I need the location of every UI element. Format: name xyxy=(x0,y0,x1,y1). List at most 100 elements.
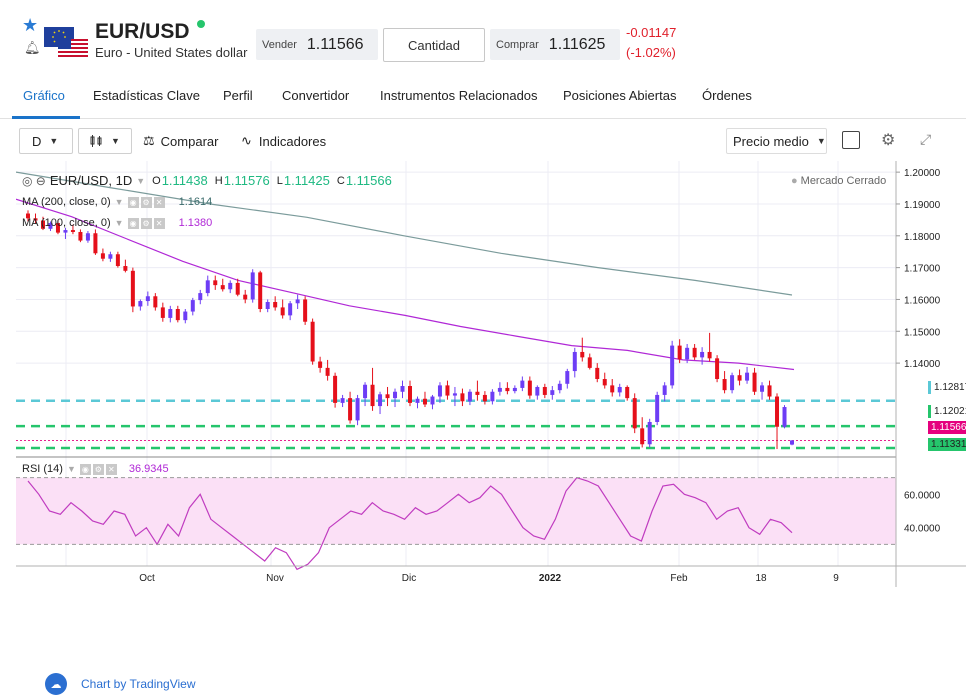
price-mode-value: Precio medio xyxy=(733,133,809,149)
x-tick-label: 18 xyxy=(755,573,767,584)
price-badge-current: 1.11566 xyxy=(928,421,966,434)
candle-up xyxy=(662,385,667,395)
candle-up xyxy=(363,384,368,399)
sell-button[interactable]: Vender 1.11566 xyxy=(256,29,378,60)
tab-perfil[interactable]: Perfil xyxy=(223,88,253,103)
candle-down xyxy=(632,398,637,429)
tab-posiciones-abiertas[interactable]: Posiciones Abiertas xyxy=(563,88,677,103)
fullscreen-icon[interactable]: ⤢ xyxy=(920,131,932,147)
chevron-down-icon[interactable]: ▼ xyxy=(66,464,76,474)
close-icon[interactable]: ✕ xyxy=(153,217,165,229)
tab-ordenes[interactable]: Órdenes xyxy=(702,88,752,103)
candle-down xyxy=(640,428,645,445)
x-tick-label: 2022 xyxy=(539,573,562,584)
y-tick-label: 1.14000 xyxy=(904,359,941,370)
price-mode-dropdown[interactable]: Precio medio ▼ xyxy=(726,128,827,154)
candle-down xyxy=(752,372,757,392)
chart-canvas: 1.20000 1.19000 1.18000 1.17000 1.16000 1.150… xyxy=(15,161,966,587)
candle-down xyxy=(33,218,38,221)
chevron-down-icon: ▼ xyxy=(49,136,59,146)
gear-icon[interactable]: ⚙ xyxy=(881,132,896,149)
compare-button[interactable]: ⚖ Comparar xyxy=(143,129,218,153)
quantity-input[interactable]: Cantidad xyxy=(383,28,485,62)
candle-up xyxy=(48,223,53,229)
candle-down xyxy=(775,396,780,427)
chart-symbol-icon[interactable]: ◎ ⊖ xyxy=(22,173,46,188)
candle-down xyxy=(348,398,353,421)
candle-down xyxy=(318,361,323,368)
candle-up xyxy=(340,398,345,403)
eye-icon[interactable]: ◉ xyxy=(127,217,139,229)
candle-down xyxy=(220,285,225,290)
interval-value: D xyxy=(32,133,42,149)
gear-icon[interactable]: ⚙ xyxy=(92,463,104,475)
screenshot-icon[interactable] xyxy=(842,131,860,149)
chart-symbol-label: EUR/USD, 1D xyxy=(49,173,133,188)
gear-icon[interactable]: ⚙ xyxy=(140,217,152,229)
candle-up xyxy=(190,300,195,312)
rsi-legend: RSI (14) ▼ ◉ ⚙ ✕ 36.9345 xyxy=(22,463,169,475)
close-icon[interactable]: ✕ xyxy=(153,196,165,208)
x-tick-label: Nov xyxy=(266,573,284,584)
buy-label: Comprar xyxy=(496,38,539,51)
candle-down xyxy=(333,375,338,403)
bell-icon[interactable]: 🔔︎ xyxy=(24,40,41,55)
interval-dropdown[interactable]: D ▼ xyxy=(19,128,73,154)
candle-up xyxy=(63,230,68,233)
tradingview-watermark[interactable]: ☁ Chart by TradingView xyxy=(45,673,196,695)
x-tick-label: Dic xyxy=(402,573,416,584)
tradingview-logo-icon: ☁ xyxy=(45,673,67,695)
indicators-label: Indicadores xyxy=(258,133,327,149)
tab-bar: Gráfico Estadísticas Clave Perfil Conver… xyxy=(0,80,966,119)
sell-price: 1.11566 xyxy=(306,35,364,53)
price-badge-cyan: 1.12817 xyxy=(928,381,966,394)
x-tick-label: 9 xyxy=(833,573,839,584)
candle-down xyxy=(93,233,98,254)
candle-up xyxy=(700,351,705,358)
eye-icon[interactable]: ◉ xyxy=(127,196,139,208)
candle-up xyxy=(378,394,383,407)
rsi-line xyxy=(27,477,793,571)
high-label: H xyxy=(214,174,223,187)
candle-down xyxy=(408,386,412,403)
ma200-value: 1.1614 xyxy=(178,196,213,208)
ma200-label: MA (200, close, 0) xyxy=(22,196,111,208)
close-value: 1.11566 xyxy=(345,173,392,188)
market-status-label: Mercado Cerrado xyxy=(800,175,887,187)
candle-up xyxy=(617,386,622,393)
gear-icon[interactable]: ⚙ xyxy=(140,196,152,208)
buy-button[interactable]: Comprar 1.11625 xyxy=(490,29,620,60)
candle-down xyxy=(130,270,135,307)
candle-up xyxy=(430,396,435,405)
candle-down xyxy=(123,266,128,271)
close-label: C xyxy=(336,174,345,187)
tab-estadisticas-clave[interactable]: Estadísticas Clave xyxy=(93,88,200,103)
rsi-tick-label: 40.0000 xyxy=(904,524,941,535)
tab-grafico[interactable]: Gráfico xyxy=(23,88,65,103)
candle-up xyxy=(535,386,540,396)
eye-icon[interactable]: ◉ xyxy=(79,463,91,475)
candle-up xyxy=(782,407,787,427)
price-badge-green-lower: 1.11331 xyxy=(928,438,966,451)
candle-up xyxy=(205,280,210,294)
tab-convertidor[interactable]: Convertidor xyxy=(282,88,350,103)
chevron-down-icon[interactable]: ▼ xyxy=(136,175,146,186)
indicators-button[interactable]: ∿ Indicadores xyxy=(241,129,326,153)
chevron-down-icon[interactable]: ▼ xyxy=(114,197,124,207)
price-chart[interactable]: 1.20000 1.19000 1.18000 1.17000 1.16000 1.150… xyxy=(15,161,966,695)
chart-type-dropdown[interactable]: ▼ xyxy=(78,128,132,154)
y-tick-label: 1.18000 xyxy=(904,232,941,243)
favorite-star-icon[interactable]: ★ xyxy=(22,15,39,35)
tab-instrumentos-relacionados[interactable]: Instrumentos Relacionados xyxy=(380,88,538,103)
ma200-line xyxy=(15,171,793,296)
close-icon[interactable]: ✕ xyxy=(105,463,117,475)
open-value: 1.11438 xyxy=(161,173,208,188)
rsi-label: RSI (14) xyxy=(22,463,63,475)
candle-up xyxy=(730,375,735,391)
y-tick-label: 1.16000 xyxy=(904,295,941,306)
chevron-down-icon[interactable]: ▼ xyxy=(114,218,124,228)
ma100-label: MA (100, close, 0) xyxy=(22,217,111,229)
candle-up xyxy=(415,398,420,403)
active-tab-indicator xyxy=(12,116,80,119)
